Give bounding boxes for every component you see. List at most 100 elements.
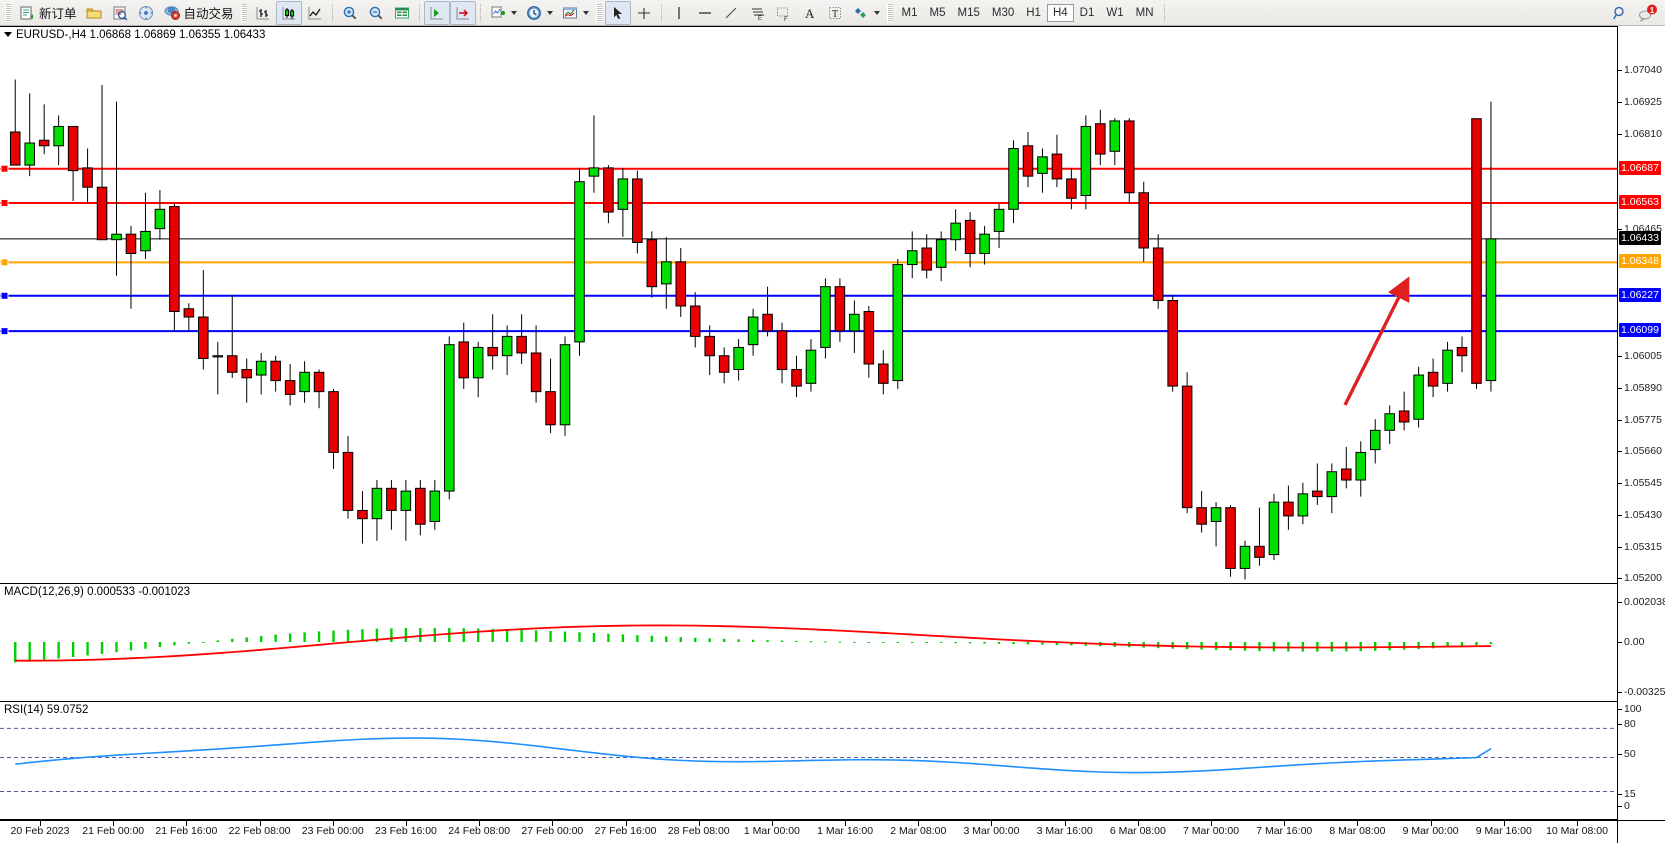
zoom-out-icon [367,4,385,22]
chart-shift-button[interactable] [449,0,476,25]
cursor-button[interactable] [604,0,631,25]
folder-button[interactable] [81,1,107,25]
price-level-tag-midline[interactable]: 1.06348 [1619,254,1661,269]
level-handle-support-2[interactable] [0,327,9,336]
macd-histogram-bar [303,632,306,642]
macd-histogram-bar [317,631,321,642]
candle [458,322,470,389]
price-level-tag-support-1[interactable]: 1.06227 [1619,287,1661,302]
macd-histogram-bar [462,628,465,642]
autotrading-icon [163,4,181,22]
templates-caret-icon[interactable] [582,10,589,15]
fibonacci-button[interactable]: E [744,1,770,25]
data-window-button[interactable] [389,1,415,25]
rsi-pane[interactable]: RSI(14) 59.0752 [0,702,1617,820]
equidistant-channel-button[interactable]: F [770,1,796,25]
level-handle-resistance-1[interactable] [0,164,9,173]
timeframe-w1[interactable]: W1 [1106,6,1124,19]
bar-chart-button[interactable] [250,1,276,25]
line-chart-button[interactable] [302,1,328,25]
network-button[interactable] [133,1,159,25]
price-level-tag-resistance-1[interactable]: 1.06687 [1619,160,1661,175]
autotrading-button[interactable]: 自动交易 [159,1,238,25]
candle [415,480,426,536]
macd-tick-label: -0.003256 [1624,686,1665,698]
new-order-button[interactable]: 新订单 [14,1,81,25]
timeframe-h1[interactable]: H1 [1026,6,1041,19]
shapes-button[interactable] [848,1,884,25]
price-tick [1618,419,1622,421]
notification-button[interactable]: 1 [1633,1,1663,25]
price-level-tag-resistance-2[interactable]: 1.06563 [1619,194,1661,209]
indicators-button[interactable] [485,1,521,25]
candlestick-chart-button[interactable] [275,0,302,25]
macd-histogram-bar [954,642,957,644]
level-handle-support-1[interactable] [0,291,9,300]
price-tick-label: 1.05545 [1624,477,1662,490]
print-preview-button[interactable] [107,1,133,25]
toolbar-grip-3[interactable] [595,3,602,22]
timeframe-m30[interactable]: M30 [991,6,1015,19]
macd-histogram-bar [419,627,422,642]
price-axis[interactable]: 1.07040 1.06925 1.06810 1.06465 1.06005 1.058… [1617,26,1665,820]
chart-workspace[interactable]: EURUSD-,H4 1.06868 1.06869 1.06355 1.064… [0,26,1665,843]
zoom-in-button[interactable] [337,1,363,25]
timeframe-m1[interactable]: M1 [901,6,918,19]
periods-button[interactable] [521,1,557,25]
timeframe-mn[interactable]: MN [1135,6,1154,19]
candle [270,355,281,392]
timeframe-m15[interactable]: M15 [957,6,980,19]
macd-pane[interactable]: MACD(12,26,9) 0.000533 -0.001023 [0,584,1617,702]
timeframe-m5[interactable]: M5 [929,6,946,19]
zoom-out-button[interactable] [363,1,389,25]
notification-icon: 1 [1637,4,1659,22]
time-axis[interactable]: 20 Feb 2023 21 Feb 00:00 21 Feb 16:00 22 Fe… [0,820,1617,843]
horizontal-line-button[interactable] [692,1,718,25]
text-label-button[interactable]: A [796,1,822,25]
macd-histogram-bar [636,635,639,642]
time-tick-label: 2 Mar 08:00 [890,825,947,837]
macd-histogram-bar [795,640,798,642]
time-tick-label: 6 Mar 08:00 [1109,825,1166,837]
timeframe-h4[interactable]: H4 [1046,3,1074,22]
toolbar-grip[interactable] [5,3,11,22]
level-handle-resistance-2[interactable] [0,198,9,207]
crosshair-button[interactable] [631,1,657,25]
chart-canvas[interactable]: EURUSD-,H4 1.06868 1.06869 1.06355 1.064… [0,26,1617,820]
time-tick-label: 3 Mar 16:00 [1036,825,1093,837]
templates-button[interactable] [557,1,593,25]
timeframe-d1[interactable]: D1 [1079,6,1095,19]
time-tick-label: 21 Feb 16:00 [155,825,218,837]
toolbar-grip-4[interactable] [886,3,893,22]
candle [198,270,209,370]
candle [632,170,643,254]
candle [1341,446,1352,489]
rsi-tick [1618,754,1622,755]
time-tick-label: 3 Mar 00:00 [963,825,1020,837]
vertical-line-button[interactable] [666,1,692,25]
auto-scroll-button[interactable] [423,0,450,25]
level-handle-midline[interactable] [0,258,9,267]
rsi-tick-label: 100 [1624,703,1642,715]
candle [617,167,629,237]
text-box-button[interactable]: T [822,1,848,25]
rsi-tick [1618,724,1622,725]
search-button[interactable] [1607,1,1633,25]
macd-histogram-bar [231,638,234,642]
chart-shift-icon [454,4,472,22]
candle [183,303,195,331]
toolbar-grip-2[interactable] [240,3,247,22]
candle [791,355,802,398]
periods-caret-icon[interactable] [546,10,553,15]
price-tick [1618,101,1622,103]
time-tick-label: 7 Mar 00:00 [1183,825,1240,837]
shapes-caret-icon[interactable] [873,10,880,15]
indicators-caret-icon[interactable] [510,10,517,15]
collapse-caret-icon[interactable] [4,32,12,38]
macd-histogram-bar [245,637,248,642]
price-pane[interactable]: EURUSD-,H4 1.06868 1.06869 1.06355 1.064… [0,26,1617,584]
trendline-button[interactable] [718,1,744,25]
trendline-icon [722,4,740,22]
price-level-tag-support-2[interactable]: 1.06099 [1619,323,1661,338]
candle [400,480,412,541]
